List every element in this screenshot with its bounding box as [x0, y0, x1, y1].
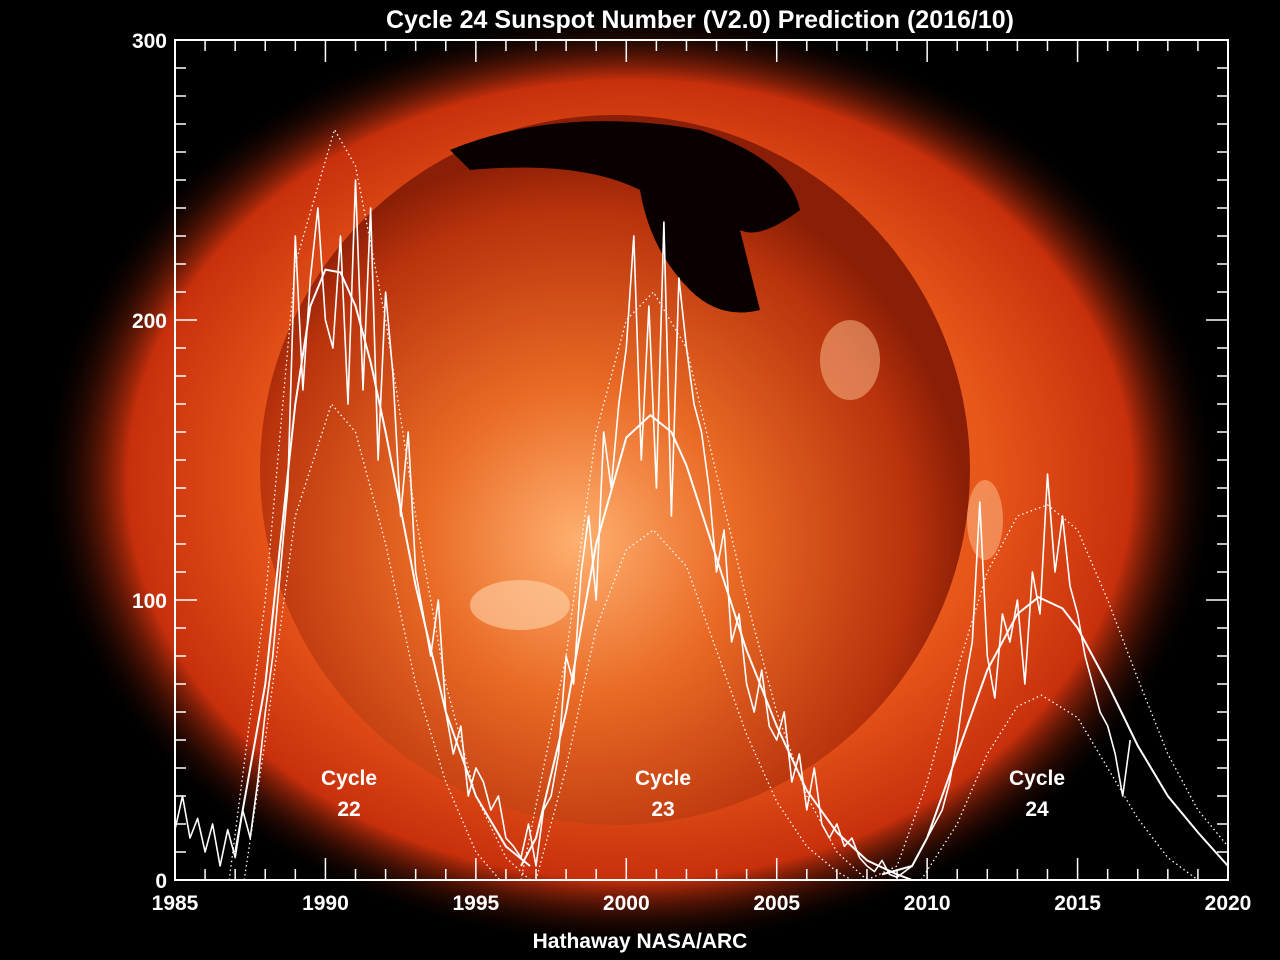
- cycle-number: 24: [1025, 798, 1049, 821]
- cycle-label: Cycle: [1009, 767, 1065, 790]
- y-tick-label: 100: [132, 590, 167, 613]
- cycle-24-fit-lower-line: [920, 694, 1199, 881]
- curves: [174, 127, 1229, 881]
- axes: 1985 1990 1995 2000 2005 2010 2015 2020 0 100 200 3…: [132, 30, 1251, 915]
- x-tick-label: 2020: [1205, 892, 1252, 915]
- cycle-label: Cycle: [321, 767, 377, 790]
- x-tick-label: 1985: [152, 892, 199, 915]
- cycle-24-fit-line: [881, 596, 1229, 876]
- cycle-22-fit-upper-line: [228, 127, 531, 881]
- x-tick-label: 2005: [753, 892, 800, 915]
- cycle-number: 22: [337, 798, 360, 821]
- y-tick-label: 0: [155, 870, 167, 893]
- cycle-24-fit-upper-line: [866, 504, 1229, 881]
- x-tick-label: 2010: [904, 892, 951, 915]
- x-tick-label: 2015: [1054, 892, 1101, 915]
- cycle-label: Cycle: [635, 767, 691, 790]
- sun-image: [40, 10, 1220, 950]
- cycle-23-fit-lower-line: [535, 529, 853, 881]
- cycle-22-fit-line: [234, 268, 531, 867]
- cycle-23-fit-upper-line: [520, 290, 868, 881]
- x-tick-label: 1995: [452, 892, 499, 915]
- cycle-annotations: Cycle 22 Cycle 23 Cycle 24: [321, 767, 1065, 821]
- credit-label: Hathaway NASA/ARC: [533, 930, 748, 953]
- x-tick-label: 1990: [302, 892, 349, 915]
- observed-sunspot-line: [174, 179, 1131, 878]
- coronal-hole: [450, 121, 800, 313]
- y-tick-label: 200: [132, 310, 167, 333]
- cycle-23-fit-line: [520, 413, 913, 881]
- x-tick-label: 2000: [603, 892, 650, 915]
- chart-title: Cycle 24 Sunspot Number (V2.0) Predictio…: [386, 6, 1014, 34]
- cycle-number: 23: [651, 798, 674, 821]
- y-tick-label: 300: [132, 30, 167, 53]
